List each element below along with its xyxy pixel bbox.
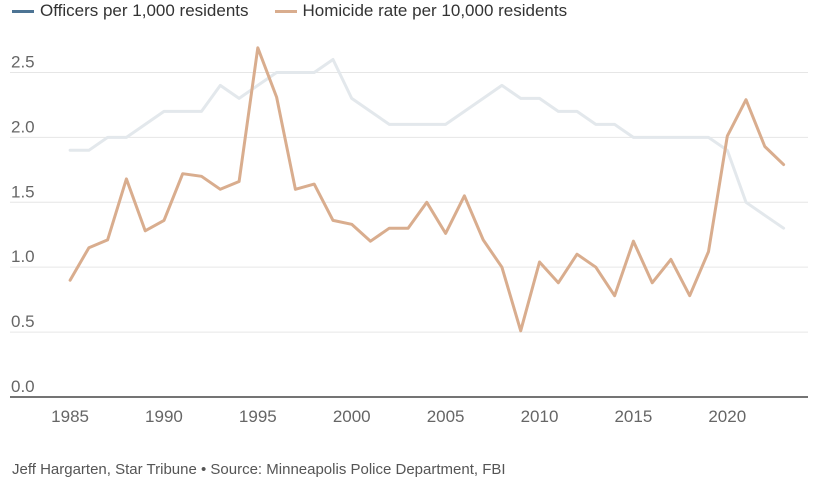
- legend-label-officers: Officers per 1,000 residents: [40, 1, 249, 20]
- axis-layer: 0.0 0.5 1.0 1.5 2.0 2.5 1985 1990 1995 2000 2005 20…: [10, 52, 808, 426]
- series-line-officers: [68, 58, 786, 230]
- chart-credit: Jeff Hargarten, Star Tribune • Source: M…: [12, 461, 506, 478]
- y-tick-label: 1.0: [11, 247, 35, 266]
- x-tick-label: 2020: [708, 407, 746, 426]
- series-layer: [68, 46, 786, 333]
- x-tick-label: 2010: [521, 407, 559, 426]
- chart-legend: Officers per 1,000 residents Homicide ra…: [12, 0, 593, 22]
- x-tick-label: 2000: [333, 407, 371, 426]
- legend-swatch-homicide: [274, 9, 297, 13]
- series-line-homicide: [68, 46, 786, 333]
- legend-item-officers: Officers per 1,000 residents: [12, 1, 249, 21]
- y-tick-label: 0.0: [11, 377, 35, 396]
- x-tick-label: 2015: [614, 407, 652, 426]
- legend-label-homicide: Homicide rate per 10,000 residents: [302, 1, 568, 20]
- x-tick-label: 2005: [427, 407, 465, 426]
- y-tick-label: 0.5: [11, 312, 35, 331]
- y-tick-label: 1.5: [11, 182, 35, 201]
- x-tick-label: 1985: [51, 407, 89, 426]
- line-chart: 0.0 0.5 1.0 1.5 2.0 2.5 1985 1990 1995 2000 2005 20…: [10, 46, 808, 426]
- x-tick-label: 1995: [239, 407, 277, 426]
- legend-item-homicide: Homicide rate per 10,000 residents: [274, 1, 568, 21]
- y-tick-label: 2.5: [11, 52, 35, 71]
- y-tick-label: 2.0: [11, 117, 35, 136]
- x-tick-label: 1990: [145, 407, 183, 426]
- legend-swatch-officers: [12, 9, 34, 13]
